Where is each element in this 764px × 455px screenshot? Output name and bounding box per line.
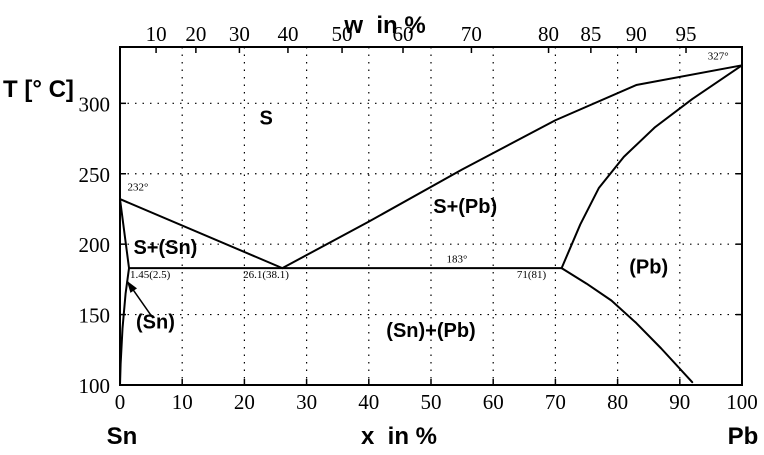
pointer-arrowhead — [126, 280, 137, 293]
region-label: (Pb) — [629, 257, 668, 279]
point-label: 327° — [708, 51, 729, 63]
tick-marks — [119, 47, 743, 386]
bottom-axis-title: x in % — [361, 423, 437, 450]
bottom-tick-label: 20 — [234, 390, 255, 414]
bottom-tick-label: 0 — [115, 390, 126, 414]
left-tick-label: 200 — [79, 233, 111, 257]
pb-label: Pb — [728, 423, 759, 450]
curve-solvus-left — [119, 267, 131, 386]
sn-label: Sn — [107, 423, 138, 450]
left-tick-label: 300 — [79, 92, 111, 116]
bottom-tick-label: 100 — [726, 390, 758, 414]
grid — [120, 47, 742, 385]
point-label: 71(81) — [517, 269, 547, 281]
top-tick-label: 70 — [461, 22, 482, 46]
top-tick-label: 50 — [332, 22, 353, 46]
point-label: 26.1(38.1) — [243, 269, 289, 281]
top-tick-label: 20 — [185, 22, 206, 46]
top-tick-label: 60 — [393, 22, 414, 46]
curve-solidus-left — [119, 198, 131, 270]
curve-solvus-right — [560, 267, 694, 384]
curve-solidus-right — [560, 64, 743, 270]
top-tick-label: 80 — [538, 22, 559, 46]
left-tick-label: 250 — [79, 163, 111, 187]
top-axis-title: w in % — [343, 12, 425, 39]
top-tick-label: 95 — [676, 22, 697, 46]
region-label: (Sn)+(Pb) — [386, 320, 475, 342]
bottom-tick-label: 50 — [421, 390, 442, 414]
left-axis-title: T [° C] — [3, 76, 74, 103]
curve-liquidus-left — [119, 198, 284, 270]
point-label: 1.45(2.5) — [130, 269, 171, 281]
top-tick-label: 85 — [580, 22, 601, 46]
point-label: 232° — [127, 182, 148, 194]
region-label: S — [259, 107, 272, 129]
phase-boundaries — [119, 64, 743, 386]
point-label: 183° — [447, 253, 468, 265]
bottom-tick-label: 80 — [607, 390, 628, 414]
left-tick-label: 150 — [79, 304, 111, 328]
region-label: S+(Sn) — [133, 237, 197, 259]
bottom-tick-label: 90 — [669, 390, 690, 414]
curve-liquidus-right — [281, 64, 743, 270]
top-tick-label: 40 — [277, 22, 298, 46]
region-label: (Sn) — [136, 312, 175, 334]
bottom-tick-label: 10 — [172, 390, 193, 414]
top-tick-label: 90 — [626, 22, 647, 46]
top-tick-label: 30 — [229, 22, 250, 46]
top-tick-label: 10 — [146, 22, 167, 46]
labels: 0 10 20 30 40 50 60 70 80 90 100 100 150 200 250 300 10 2… — [79, 22, 758, 414]
bottom-tick-label: 40 — [358, 390, 379, 414]
left-tick-label: 100 — [79, 374, 111, 398]
bottom-tick-label: 60 — [483, 390, 504, 414]
region-label: S+(Pb) — [433, 196, 497, 218]
bottom-tick-label: 30 — [296, 390, 317, 414]
bottom-tick-label: 70 — [545, 390, 566, 414]
